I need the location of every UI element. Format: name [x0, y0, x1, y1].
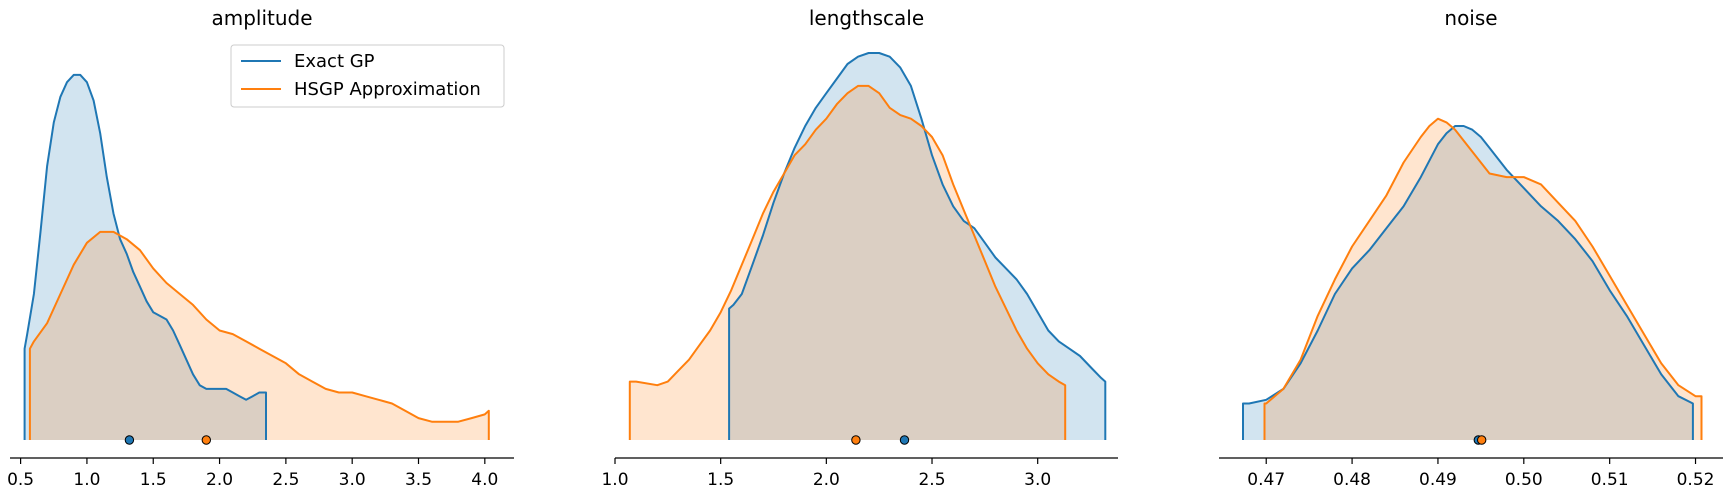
x-tick-label: 1.5: [707, 470, 734, 490]
x-tick-label: 0.49: [1419, 470, 1457, 490]
density-line-hsgp: [628, 84, 1067, 440]
panel-amplitude: amplitude 0.5 1.0 1.5 2.0 2.5 3.0 3.5 4.0: [7, 6, 514, 490]
x-tick-label: 3.0: [339, 470, 366, 490]
density-line-hsgp: [1263, 117, 1703, 440]
x-tick-label: 2.0: [813, 470, 840, 490]
x-tick-label: 2.0: [206, 470, 233, 490]
density-fill-exact: [1243, 126, 1693, 440]
legend-label-exact: Exact GP: [294, 51, 375, 72]
density-line-exact: [728, 52, 1107, 440]
density-fill-hsgp: [629, 85, 1066, 441]
x-tick-label: 1.0: [601, 470, 628, 490]
x-tick-label: 0.47: [1247, 470, 1285, 490]
panel-title: noise: [1444, 6, 1497, 30]
x-tick-label: 0.48: [1333, 470, 1371, 490]
density-fill-exact: [24, 74, 266, 441]
x-tick-label: 0.5: [7, 470, 34, 490]
panel-title: lengthscale: [809, 6, 924, 30]
x-tick-label: 4.0: [471, 470, 498, 490]
density-fill-hsgp: [1264, 118, 1702, 440]
legend-frame: [230, 44, 505, 108]
x-tick-label: 3.5: [405, 470, 432, 490]
x-tick-label: 0.52: [1677, 470, 1715, 490]
x-tick-label: 2.5: [272, 470, 299, 490]
panel-title: amplitude: [211, 6, 312, 30]
x-tick-label: 3.0: [1024, 470, 1051, 490]
panel-lengthscale: lengthscale 1.0 1.5 2.0 2.5 3.0: [601, 6, 1118, 490]
mean-point-hsgp: [201, 435, 212, 445]
x-tick-label: 1.0: [73, 470, 100, 490]
legend-label-hsgp: HSGP Approximation: [294, 79, 481, 100]
density-fill-exact: [729, 53, 1106, 440]
density-line-exact: [1242, 125, 1694, 440]
mean-point-exact: [124, 435, 135, 445]
panel-noise: noise 0.47 0.48 0.49 0.50 0.51 0.52: [1219, 6, 1723, 490]
x-tick-label: 0.50: [1505, 470, 1543, 490]
x-tick-label: 0.51: [1591, 470, 1629, 490]
density-line-hsgp: [28, 230, 490, 440]
density-line-exact: [23, 73, 267, 440]
density-fill-hsgp: [29, 231, 489, 440]
mean-point-exact: [899, 435, 910, 445]
legend: Exact GP HSGP Approximation: [230, 44, 505, 108]
mean-point-hsgp: [1477, 435, 1487, 445]
x-tick-label: 1.5: [140, 470, 167, 490]
x-tick-label: 2.5: [918, 470, 945, 490]
panels-group: amplitude 0.5 1.0 1.5 2.0 2.5 3.0 3.5 4.0 lengths…: [7, 6, 1723, 490]
mean-point-hsgp: [851, 435, 861, 445]
